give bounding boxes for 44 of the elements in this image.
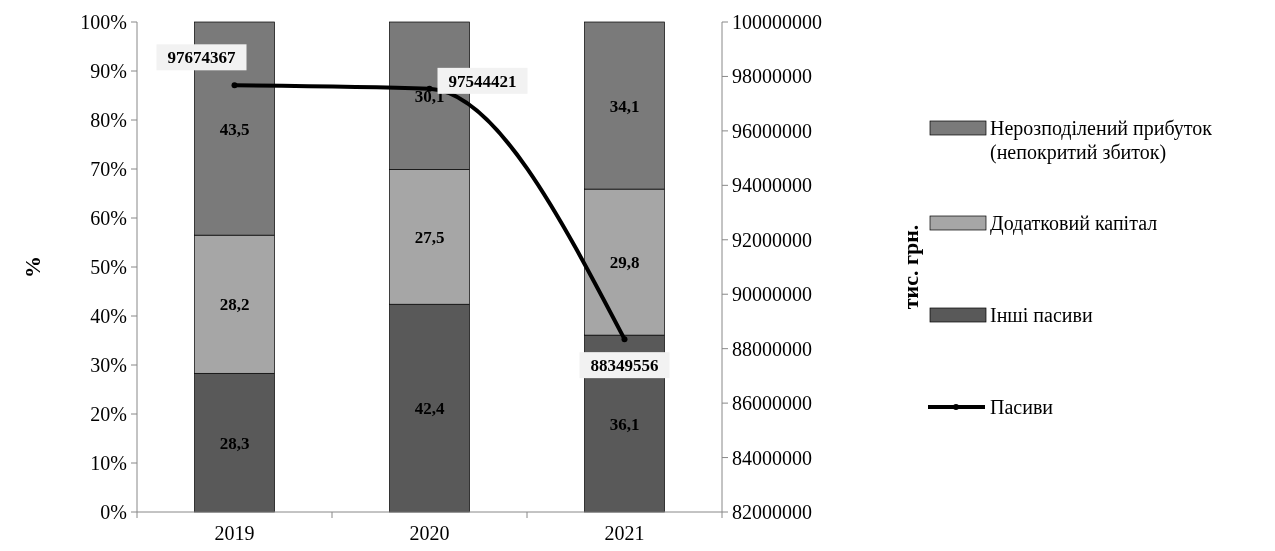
data-label: 34,1 — [609, 96, 640, 116]
data-label: 30,1 — [414, 86, 445, 106]
point — [231, 82, 238, 89]
data-label: 36,1 — [609, 414, 640, 434]
y2-tick-label: 92000000 — [732, 228, 812, 251]
y-tick-label: 80% — [90, 109, 127, 131]
data-label: 97544421 — [448, 71, 517, 91]
data-label: 88349556 — [590, 356, 659, 376]
data-label: 27,5 — [414, 227, 445, 247]
y2-tick-label: 98000000 — [732, 65, 812, 88]
y-tick-label: 90% — [90, 60, 127, 82]
y-tick-label: 30% — [90, 354, 127, 376]
y-tick-label: 100% — [80, 11, 127, 33]
y2-tick-label: 84000000 — [732, 446, 812, 469]
x-tick-label: 2019 — [214, 522, 255, 544]
y2-tick-label: 100000000 — [732, 11, 822, 33]
data-label: 29,8 — [609, 253, 640, 273]
y-tick-label: 40% — [90, 305, 127, 327]
legend-label: Нерозподілений прибуток (непокритий збиток) — [990, 117, 1213, 164]
y2-tick-label: 86000000 — [732, 392, 812, 415]
data-label: 28,3 — [219, 433, 250, 453]
y2-tick-label: 90000000 — [732, 283, 812, 306]
y-axis-title: % — [20, 256, 45, 278]
x-tick-label: 2021 — [604, 522, 645, 544]
data-label: 43,5 — [219, 119, 250, 139]
y2-tick-label: 88000000 — [732, 337, 812, 360]
y2-tick-label: 82000000 — [732, 501, 812, 523]
data-label: 28,2 — [219, 295, 250, 315]
y-tick-label: 0% — [100, 501, 127, 523]
legend-label: Додатковий капітал — [990, 212, 1158, 235]
y-tick-label: 10% — [90, 452, 127, 474]
y2-tick-label: 94000000 — [732, 174, 812, 197]
legend-label: Інші пасиви — [990, 304, 1093, 326]
legend-label: Пасиви — [990, 396, 1054, 418]
data-label: 42,4 — [414, 399, 445, 419]
x-tick-label: 2020 — [409, 522, 450, 544]
point — [621, 336, 628, 343]
y2-tick-label: 96000000 — [732, 119, 812, 142]
y2-axis-title: тис. грн. — [898, 224, 923, 310]
y-tick-label: 70% — [90, 158, 127, 180]
data-label: 97674367 — [167, 48, 236, 68]
y-tick-label: 50% — [90, 256, 127, 278]
y-tick-label: 60% — [90, 207, 127, 229]
y-tick-label: 20% — [90, 403, 127, 425]
